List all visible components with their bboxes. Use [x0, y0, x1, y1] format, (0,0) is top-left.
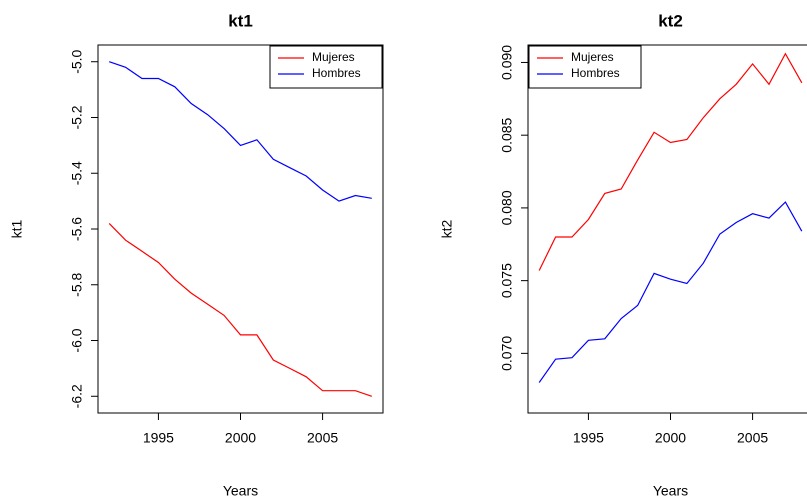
x-tick-label: 1995 — [573, 430, 604, 446]
panel: kt1 Years kt1 1995 2000 2005 -5.0 -5.2 -5.4 -5.6 -… — [9, 11, 384, 499]
legend-box — [269, 45, 383, 89]
y-tick-label: -5.8 — [69, 272, 85, 296]
legend-box — [528, 45, 642, 89]
y-tick-label: 0.090 — [499, 45, 515, 80]
x-tick-label: 2005 — [307, 430, 338, 446]
y-tick-label: 0.080 — [499, 190, 515, 225]
data-line — [538, 52, 803, 271]
x-tick-label: 1995 — [143, 430, 174, 446]
chart-title: kt1 — [228, 11, 253, 30]
y-tick-label: 0.075 — [499, 263, 515, 298]
y-axis-label: kt2 — [439, 219, 455, 238]
y-axis-label: kt1 — [9, 219, 25, 238]
y-tick-label: -5.0 — [69, 49, 85, 73]
x-tick-label: 2000 — [655, 430, 686, 446]
chart-title: kt2 — [658, 11, 683, 30]
y-tick-label: -5.2 — [69, 105, 85, 129]
y-tick-label: -5.6 — [69, 217, 85, 241]
y-tick-label: -6.0 — [69, 328, 85, 352]
y-tick-label: 0.085 — [499, 117, 515, 152]
x-axis-label: Years — [223, 483, 258, 499]
plot-frame — [97, 44, 384, 414]
y-tick-label: -6.2 — [69, 384, 85, 408]
legend-label: Hombres — [571, 66, 620, 80]
legend-label: Mujeres — [571, 50, 614, 64]
data-line — [109, 61, 372, 202]
y-tick-label: -5.4 — [69, 161, 85, 185]
data-line — [538, 201, 803, 383]
legend-label: Mujeres — [312, 50, 355, 64]
panel: kt2 Years kt2 1995 2000 2005 0.070 0.075 0.080 0.… — [439, 11, 807, 499]
y-tick-label: 0.070 — [499, 336, 515, 371]
x-tick-label: 2005 — [737, 430, 768, 446]
x-axis-label: Years — [653, 483, 688, 499]
legend-label: Hombres — [312, 66, 361, 80]
x-tick-label: 2000 — [225, 430, 256, 446]
data-line — [108, 222, 372, 397]
